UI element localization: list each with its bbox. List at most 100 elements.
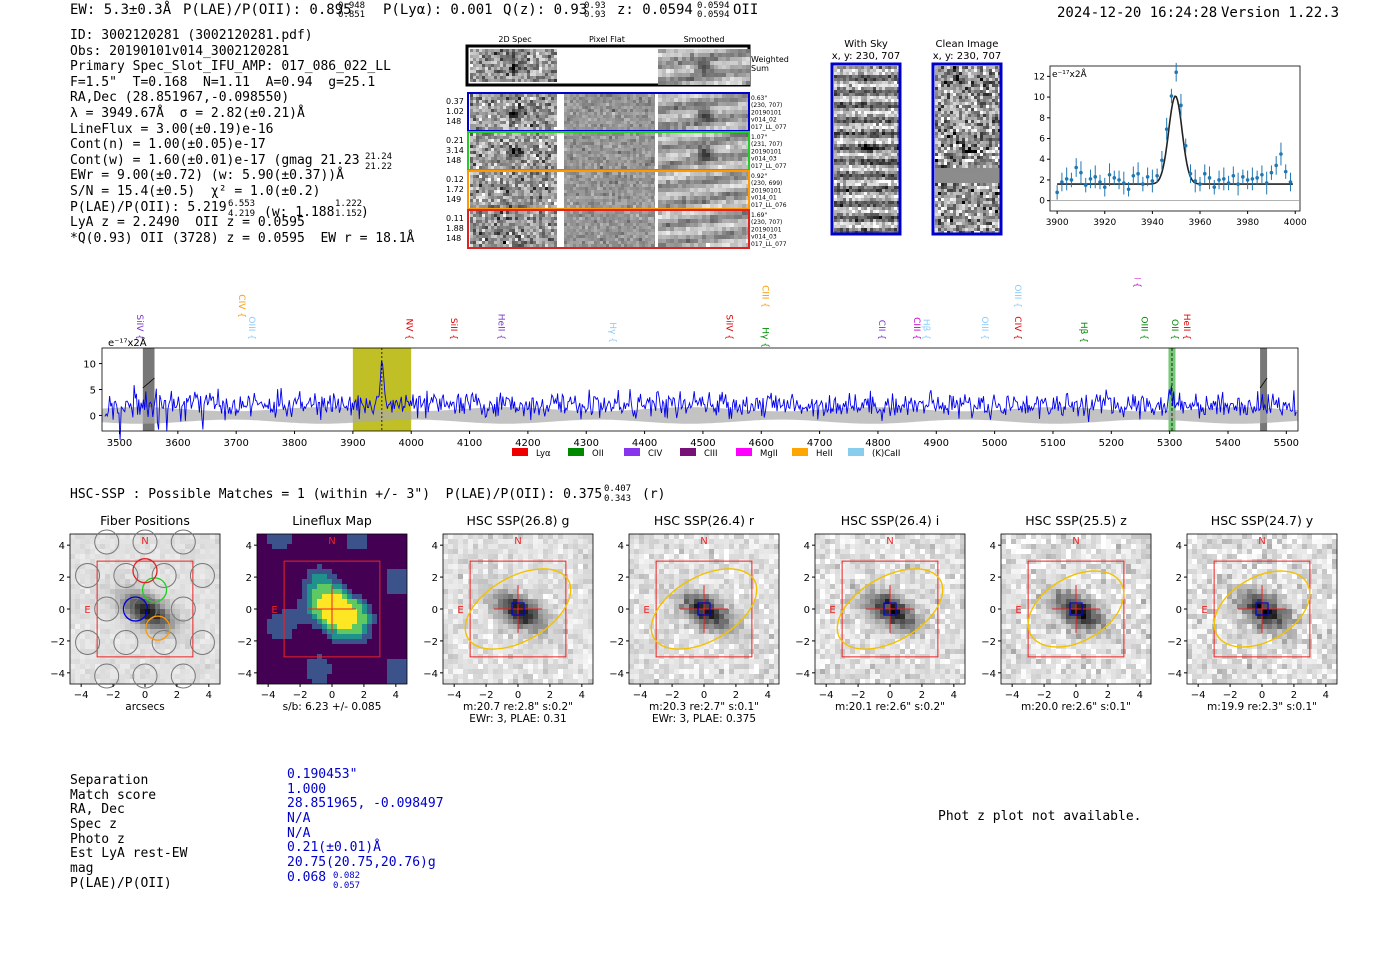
pixel <box>573 133 576 136</box>
pixel <box>722 184 726 188</box>
pixel <box>551 109 554 112</box>
pixel <box>730 57 734 61</box>
pixel <box>867 87 870 90</box>
pixel <box>612 133 615 136</box>
pixel <box>618 190 621 193</box>
pixel <box>624 166 627 169</box>
pixel <box>658 137 662 141</box>
pixel <box>694 65 698 69</box>
pixel <box>843 90 846 93</box>
pixel <box>894 84 897 87</box>
pixel <box>870 102 873 105</box>
pixel <box>624 121 627 124</box>
pixel <box>662 141 666 145</box>
pixel <box>858 75 861 78</box>
pixel <box>503 166 506 169</box>
pixel <box>648 214 651 217</box>
pixel <box>485 118 488 121</box>
pixel <box>840 141 843 144</box>
pixel <box>597 136 600 139</box>
pixel <box>506 151 509 154</box>
pixel <box>485 220 488 223</box>
pixel <box>564 142 567 145</box>
pixel <box>627 184 630 187</box>
pixel <box>690 184 694 188</box>
pixel <box>542 241 545 244</box>
pixel <box>497 58 500 61</box>
pixel <box>524 184 527 187</box>
pixel <box>864 117 867 120</box>
pixel <box>542 199 545 202</box>
pixel <box>536 151 539 154</box>
pixel <box>633 100 636 103</box>
pixel <box>473 220 476 223</box>
pixel <box>894 141 897 144</box>
pixel <box>658 81 662 85</box>
pixel <box>530 235 533 238</box>
pixel <box>718 61 722 65</box>
row-pixel-flat <box>564 211 657 247</box>
pixel <box>852 132 855 135</box>
info-line: F=1.5" T=0.168 N=1.11 A=0.94 g=25.1 <box>70 74 376 90</box>
pixel <box>476 124 479 127</box>
pixel <box>627 100 630 103</box>
pixel <box>694 57 698 61</box>
pixel <box>497 136 500 139</box>
pixel <box>621 154 624 157</box>
pixel <box>639 220 642 223</box>
pixel <box>666 188 670 192</box>
pixel <box>524 109 527 112</box>
pixel <box>533 64 536 67</box>
pixel <box>497 124 500 127</box>
pixel <box>627 106 630 109</box>
pixel <box>539 49 542 52</box>
pixel <box>512 196 515 199</box>
pixel <box>633 190 636 193</box>
pixel <box>698 118 702 122</box>
pixel <box>686 149 690 153</box>
pixel <box>885 96 888 99</box>
pixel <box>476 109 479 112</box>
pixel <box>682 94 686 98</box>
pixel <box>885 150 888 153</box>
pixel <box>527 79 530 82</box>
pixel <box>570 142 573 145</box>
pixel <box>682 231 686 235</box>
pixel <box>630 181 633 184</box>
pixel <box>888 75 891 78</box>
pixel <box>706 69 710 73</box>
pixel <box>642 178 645 181</box>
pixel <box>714 102 718 106</box>
pixel <box>702 153 706 157</box>
pixel <box>858 72 861 75</box>
pixel <box>473 172 476 175</box>
pixel <box>694 61 698 65</box>
pixel <box>734 157 738 161</box>
pixel <box>524 76 527 79</box>
pixel <box>662 153 666 157</box>
pixel <box>588 172 591 175</box>
pixel <box>885 120 888 123</box>
pixel <box>509 148 512 151</box>
pixel <box>873 72 876 75</box>
pixel <box>678 200 682 204</box>
pixel <box>512 115 515 118</box>
spec2d-col-title: Pixel Flat <box>589 35 625 44</box>
pixel <box>603 238 606 241</box>
pixel <box>876 99 879 102</box>
pixel <box>686 126 690 130</box>
pixel <box>678 69 682 73</box>
pixel <box>609 229 612 232</box>
pixel <box>612 232 615 235</box>
pixel <box>624 106 627 109</box>
pixel <box>503 109 506 112</box>
pixel <box>694 227 698 231</box>
pixel <box>636 229 639 232</box>
pixel <box>891 150 894 153</box>
pixel <box>678 165 682 169</box>
pixel <box>840 147 843 150</box>
pixel <box>670 219 674 223</box>
pixel <box>834 81 837 84</box>
pixel <box>730 141 734 145</box>
pixel <box>573 226 576 229</box>
